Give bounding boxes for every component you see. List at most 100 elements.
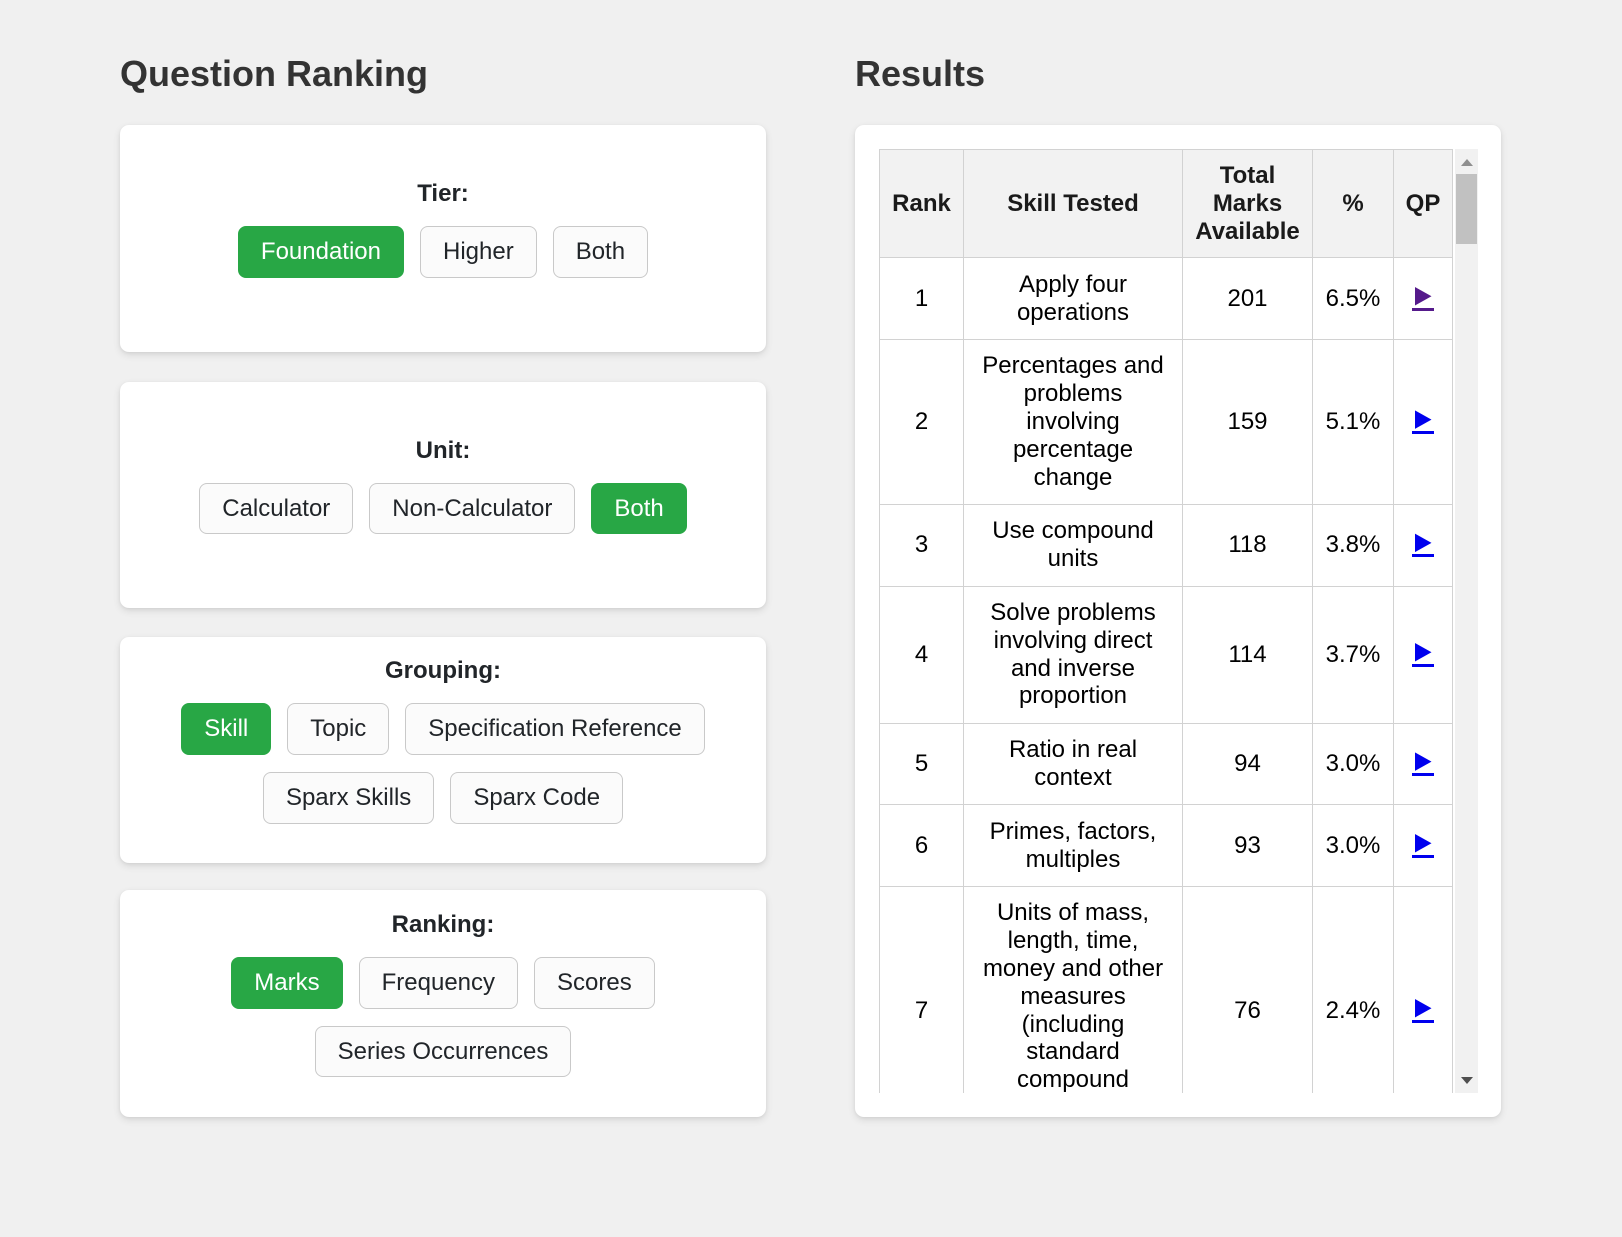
scrollbar-thumb[interactable] — [1456, 174, 1477, 244]
play-underline — [1412, 854, 1434, 858]
marks-cell: 76 — [1182, 885, 1313, 1093]
qp-header: QP — [1393, 149, 1453, 259]
percent-cell: 5.1% — [1312, 338, 1394, 505]
play-underline — [1412, 307, 1434, 311]
results-panel: Results Rank Skill Tested Total Marks Av… — [855, 53, 1501, 1117]
qp-link[interactable] — [1412, 998, 1434, 1023]
play-underline — [1412, 1019, 1434, 1023]
skill-cell: Percentages and problems involving perce… — [963, 338, 1183, 505]
rank-cell: 3 — [879, 503, 964, 587]
grouping-sparx-skills-button[interactable]: Sparx Skills — [262, 772, 435, 824]
ranking-card: Ranking: Marks Frequency Scores Series O… — [120, 890, 766, 1117]
unit-card: Unit: Calculator Non-Calculator Both — [120, 382, 766, 608]
qp-cell — [1393, 885, 1453, 1093]
rank-cell: 4 — [879, 585, 964, 724]
table-row-1: 1 Apply four operations 201 6.5% — [879, 257, 1453, 340]
grouping-sparx-code-button[interactable]: Sparx Code — [450, 772, 624, 824]
marks-cell: 93 — [1182, 804, 1313, 887]
grouping-card: Grouping: Skill Topic Specification Refe… — [120, 637, 766, 863]
marks-cell: 159 — [1182, 338, 1313, 505]
percent-cell: 3.0% — [1312, 804, 1394, 887]
rank-cell: 1 — [879, 257, 964, 340]
qp-cell — [1393, 503, 1453, 587]
percent-cell: 6.5% — [1312, 257, 1394, 340]
percent-header: % — [1312, 149, 1394, 259]
ranking-label: Ranking: — [391, 910, 495, 938]
results-title: Results — [855, 53, 986, 94]
play-icon — [1414, 533, 1432, 553]
percent-cell: 3.0% — [1312, 722, 1394, 806]
qp-cell — [1393, 722, 1453, 806]
play-icon — [1414, 642, 1432, 662]
rank-header: Rank — [879, 149, 964, 259]
rank-cell: 6 — [879, 804, 964, 887]
unit-both-button[interactable]: Both — [591, 482, 687, 535]
ranking-series-occurrences-button[interactable]: Series Occurrences — [314, 1025, 572, 1078]
skill-cell: Units of mass, length, time, money and o… — [963, 885, 1183, 1093]
grouping-skill-button[interactable]: Skill — [181, 703, 272, 756]
qp-link[interactable] — [1412, 286, 1434, 311]
question-ranking-panel: Question Ranking Tier: Foundation Higher… — [120, 53, 766, 1117]
scrollbar-up-arrow-icon[interactable] — [1460, 159, 1473, 166]
marks-cell: 114 — [1182, 585, 1313, 724]
grouping-label: Grouping: — [385, 657, 501, 685]
header-row: Rank Skill Tested Total Marks Available … — [879, 149, 1453, 259]
tier-label: Tier: — [417, 180, 469, 208]
percent-cell: 3.7% — [1312, 585, 1394, 724]
grouping-topic-button[interactable]: Topic — [287, 703, 390, 756]
tier-card: Tier: Foundation Higher Both — [120, 125, 766, 352]
scrollbar-down-arrow-icon[interactable] — [1460, 1077, 1473, 1084]
tier-button-group: Foundation Higher Both — [237, 226, 649, 278]
marks-cell: 118 — [1182, 503, 1313, 587]
skill-cell: Primes, factors, multiples — [963, 804, 1183, 887]
table-row-5: 5 Ratio in real context 94 3.0% — [879, 722, 1453, 806]
table-row-2: 2 Percentages and problems involving per… — [879, 338, 1453, 505]
skill-cell: Solve problems involving direct and inve… — [963, 585, 1183, 724]
play-underline — [1412, 554, 1434, 558]
qp-link[interactable] — [1412, 410, 1434, 435]
play-icon — [1414, 752, 1432, 772]
tier-both-button[interactable]: Both — [552, 226, 649, 278]
ranking-frequency-button[interactable]: Frequency — [358, 956, 519, 1009]
play-underline — [1412, 431, 1434, 435]
skill-cell: Ratio in real context — [963, 722, 1183, 806]
qp-cell — [1393, 257, 1453, 340]
rank-cell: 7 — [879, 885, 964, 1093]
table-row-3: 3 Use compound units 118 3.8% — [879, 503, 1453, 587]
unit-non-calculator-button[interactable]: Non-Calculator — [369, 482, 576, 535]
qp-cell — [1393, 338, 1453, 505]
unit-calculator-button[interactable]: Calculator — [199, 482, 354, 535]
marks-cell: 201 — [1182, 257, 1313, 340]
results-table-body: 1 Apply four operations 201 6.5% 2 Perce… — [879, 257, 1453, 1093]
total-marks-available-header: Total Marks Available — [1182, 149, 1313, 259]
percent-cell: 2.4% — [1312, 885, 1394, 1093]
qp-link[interactable] — [1412, 752, 1434, 777]
ranking-button-row-2: Series Occurrences — [231, 1025, 654, 1078]
rank-cell: 5 — [879, 722, 964, 806]
table-scrollbar[interactable] — [1455, 149, 1478, 1093]
grouping-button-group: Skill Topic Specification Reference Spar… — [181, 703, 705, 824]
qp-link[interactable] — [1412, 642, 1434, 667]
play-icon — [1414, 833, 1432, 853]
results-card: Rank Skill Tested Total Marks Available … — [855, 125, 1501, 1117]
percent-cell: 3.8% — [1312, 503, 1394, 587]
skill-tested-header: Skill Tested — [963, 149, 1183, 259]
unit-button-group: Calculator Non-Calculator Both — [199, 482, 687, 535]
table-row-4: 4 Solve problems involving direct and in… — [879, 585, 1453, 724]
play-underline — [1412, 663, 1434, 667]
results-table: Rank Skill Tested Total Marks Available … — [879, 149, 1453, 1093]
table-row-7: 7 Units of mass, length, time, money and… — [879, 885, 1453, 1093]
qp-link[interactable] — [1412, 533, 1434, 558]
grouping-specification-reference-button[interactable]: Specification Reference — [405, 703, 705, 756]
results-table-head: Rank Skill Tested Total Marks Available … — [879, 149, 1453, 259]
tier-foundation-button[interactable]: Foundation — [237, 226, 404, 278]
qp-link[interactable] — [1412, 833, 1434, 858]
unit-label: Unit: — [415, 436, 471, 464]
tier-higher-button[interactable]: Higher — [420, 226, 537, 278]
play-icon — [1414, 998, 1432, 1018]
play-icon — [1414, 286, 1432, 306]
ranking-scores-button[interactable]: Scores — [534, 956, 655, 1009]
table-row-6: 6 Primes, factors, multiples 93 3.0% — [879, 804, 1453, 887]
ranking-marks-button[interactable]: Marks — [231, 956, 343, 1009]
